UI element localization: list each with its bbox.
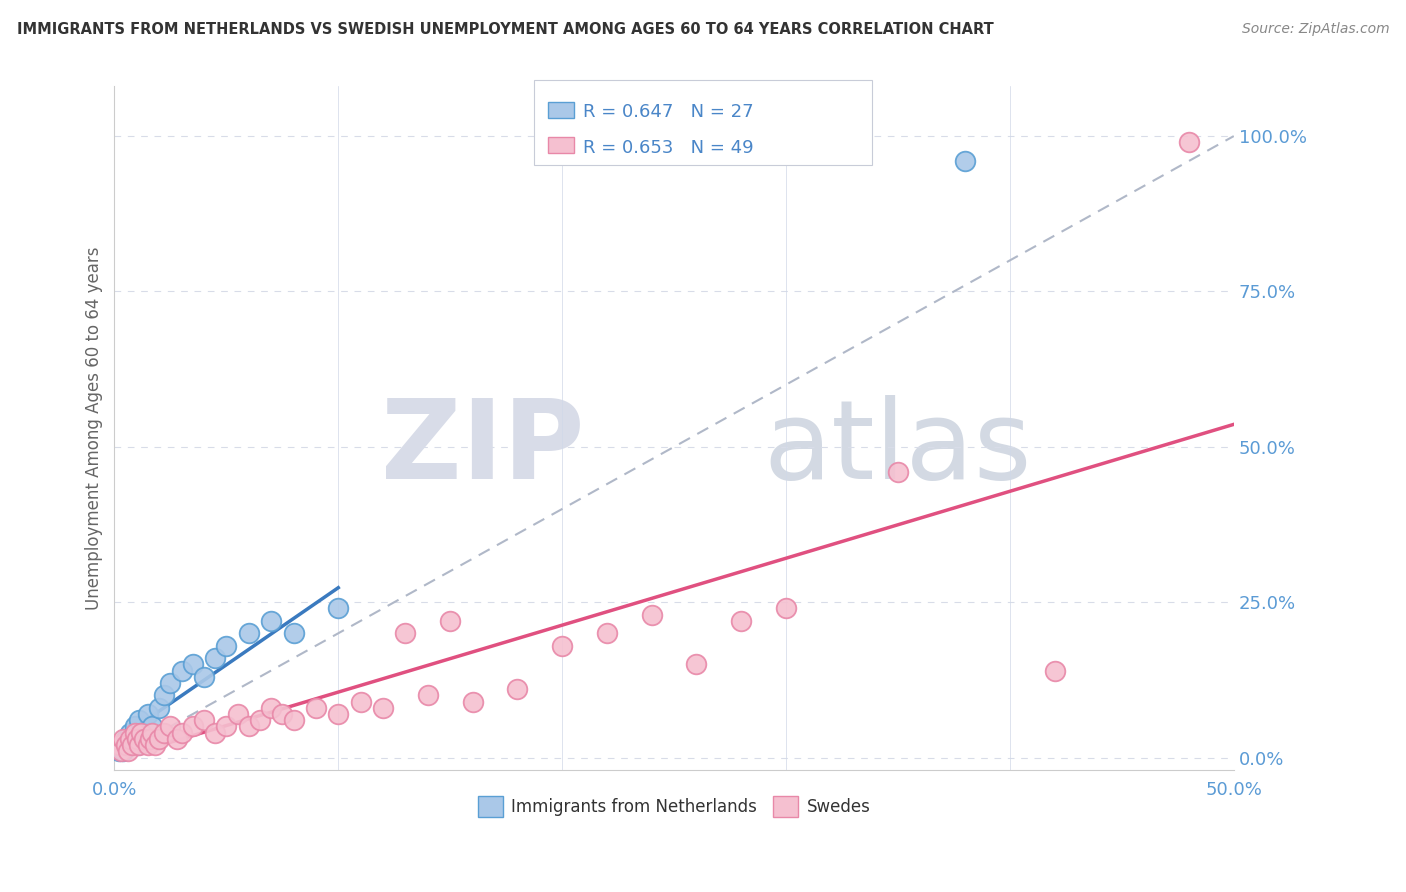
Point	[114, 738, 136, 752]
Point	[350, 695, 373, 709]
Text: R = 0.653   N = 49: R = 0.653 N = 49	[583, 139, 754, 157]
Point	[1043, 664, 1066, 678]
Point	[394, 626, 416, 640]
Point	[117, 744, 139, 758]
Point	[152, 689, 174, 703]
Point	[953, 153, 976, 168]
Point	[136, 707, 159, 722]
Point	[148, 731, 170, 746]
Point	[685, 657, 707, 672]
Point	[125, 731, 148, 746]
Point	[124, 719, 146, 733]
Point	[125, 738, 148, 752]
Point	[128, 738, 150, 752]
Point	[166, 731, 188, 746]
Point	[124, 725, 146, 739]
Point	[596, 626, 619, 640]
Point	[260, 614, 283, 628]
Point	[143, 738, 166, 752]
Point	[371, 701, 394, 715]
Point	[108, 738, 131, 752]
Point	[215, 719, 238, 733]
Point	[132, 731, 155, 746]
Point	[238, 626, 260, 640]
Point	[730, 614, 752, 628]
Y-axis label: Unemployment Among Ages 60 to 64 years: Unemployment Among Ages 60 to 64 years	[86, 246, 103, 610]
Point	[283, 626, 305, 640]
Point	[181, 719, 204, 733]
Point	[121, 738, 143, 752]
Point	[148, 701, 170, 715]
Point	[1178, 136, 1201, 150]
Point	[439, 614, 461, 628]
Point	[249, 713, 271, 727]
Point	[152, 725, 174, 739]
Point	[136, 738, 159, 752]
Point	[159, 719, 181, 733]
Point	[170, 725, 193, 739]
Point	[170, 664, 193, 678]
Point	[112, 731, 135, 746]
Point	[128, 713, 150, 727]
Point	[260, 701, 283, 715]
Point	[110, 738, 132, 752]
Point	[141, 725, 163, 739]
Text: ZIP: ZIP	[381, 395, 585, 502]
Point	[204, 725, 226, 739]
Point	[305, 701, 328, 715]
Point	[141, 719, 163, 733]
Point	[775, 601, 797, 615]
Point	[887, 465, 910, 479]
Text: atlas: atlas	[763, 395, 1032, 502]
Point	[117, 738, 139, 752]
Point	[271, 707, 294, 722]
Point	[159, 676, 181, 690]
Text: Source: ZipAtlas.com: Source: ZipAtlas.com	[1241, 22, 1389, 37]
Point	[551, 639, 574, 653]
Point	[129, 725, 152, 739]
Point	[506, 682, 529, 697]
Text: IMMIGRANTS FROM NETHERLANDS VS SWEDISH UNEMPLOYMENT AMONG AGES 60 TO 64 YEARS CO: IMMIGRANTS FROM NETHERLANDS VS SWEDISH U…	[17, 22, 994, 37]
Text: R = 0.647   N = 27: R = 0.647 N = 27	[583, 103, 754, 121]
Point	[112, 744, 135, 758]
Point	[114, 731, 136, 746]
Legend: Immigrants from Netherlands, Swedes: Immigrants from Netherlands, Swedes	[471, 789, 877, 823]
Point	[328, 601, 350, 615]
Point	[139, 731, 162, 746]
Point	[641, 607, 664, 622]
Point	[193, 713, 215, 727]
Point	[238, 719, 260, 733]
Point	[181, 657, 204, 672]
Point	[215, 639, 238, 653]
Point	[121, 731, 143, 746]
Point	[283, 713, 305, 727]
Point	[135, 731, 157, 746]
Point	[129, 725, 152, 739]
Point	[108, 744, 131, 758]
Point	[328, 707, 350, 722]
Point	[204, 651, 226, 665]
Point	[461, 695, 484, 709]
Point	[193, 670, 215, 684]
Point	[110, 744, 132, 758]
Point	[416, 689, 439, 703]
Point	[226, 707, 249, 722]
Point	[120, 731, 142, 746]
Point	[120, 725, 142, 739]
